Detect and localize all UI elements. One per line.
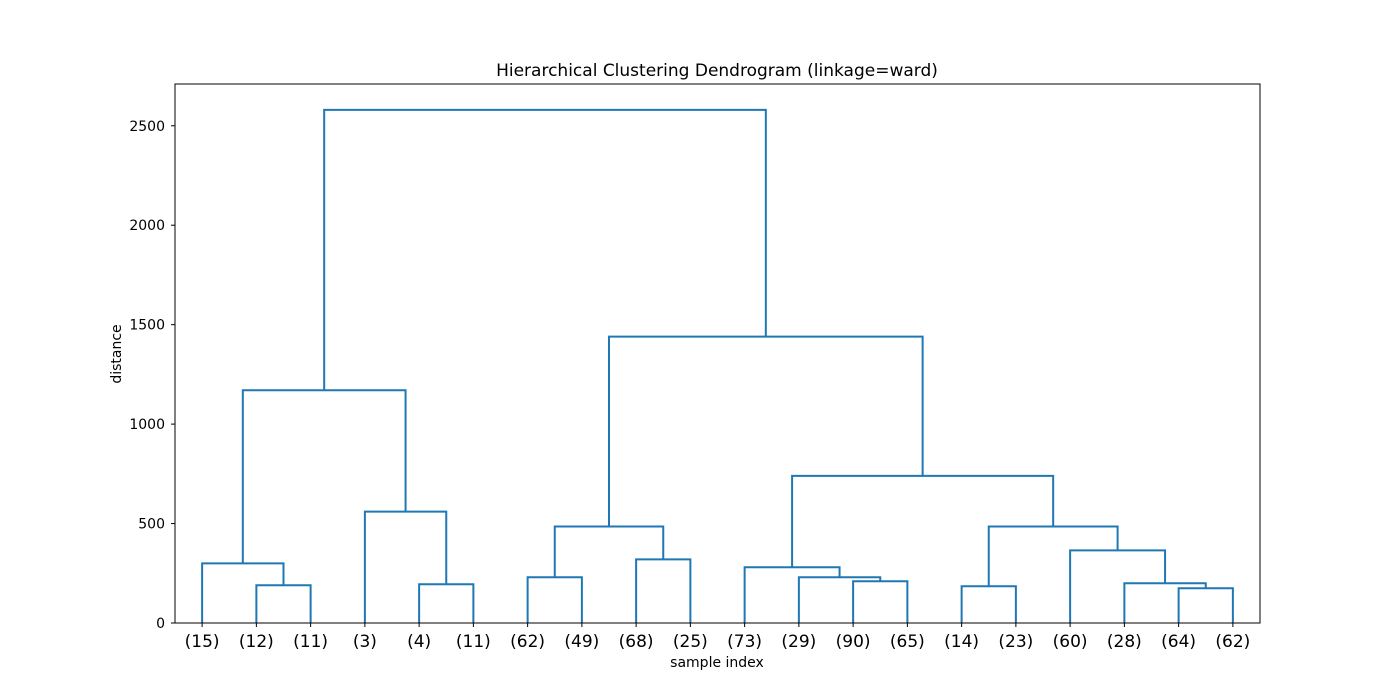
y-axis-title: distance xyxy=(109,324,125,383)
leaf-label: (90) xyxy=(836,632,871,652)
leaf-label: (73) xyxy=(727,632,762,652)
dendrogram-link xyxy=(1177,587,1234,623)
y-tick-label: 500 xyxy=(138,517,165,533)
x-axis-title: sample index xyxy=(670,655,764,671)
dendrogram-link xyxy=(852,580,909,623)
x-axis-leaf-labels: (15) (12) (11) (3) (4) (11) (62) (49) (68) (25) (7… xyxy=(185,623,1250,652)
leaf-label: (3) xyxy=(353,632,377,652)
plot-frame xyxy=(174,83,1261,624)
leaf-label: (64) xyxy=(1161,632,1196,652)
leaf-label: (62) xyxy=(1215,632,1250,652)
leaf-label: (29) xyxy=(781,632,816,652)
leaf-label: (60) xyxy=(1053,632,1088,652)
leaf-label: (25) xyxy=(673,632,708,652)
leaf-label: (62) xyxy=(510,632,545,652)
dendrogram-link xyxy=(241,389,407,564)
dendrogram-link xyxy=(791,474,1055,568)
dendrogram-link xyxy=(363,510,448,623)
leaf-label: (15) xyxy=(185,632,220,652)
leaf-label: (14) xyxy=(944,632,979,652)
y-tick-label: 1500 xyxy=(129,318,165,334)
dendrogram-link xyxy=(201,562,285,623)
dendrogram-link xyxy=(418,583,475,623)
y-tick-label: 2500 xyxy=(129,119,165,135)
y-tick-label: 0 xyxy=(156,616,165,632)
dendrogram-link xyxy=(526,576,583,623)
dendrogram-link xyxy=(1069,549,1167,623)
y-tick-label: 1000 xyxy=(129,417,165,433)
leaf-label: (28) xyxy=(1107,632,1142,652)
y-tick-label: 2000 xyxy=(129,218,165,234)
dendrogram-links xyxy=(201,108,1234,623)
leaf-label: (23) xyxy=(998,632,1033,652)
dendrogram-link xyxy=(960,585,1017,623)
leaf-label: (11) xyxy=(293,632,328,652)
dendrogram-link xyxy=(608,335,924,527)
leaf-label: (65) xyxy=(890,632,925,652)
dendrogram-link xyxy=(987,525,1119,587)
leaf-label: (12) xyxy=(239,632,274,652)
leaf-label: (68) xyxy=(619,632,654,652)
dendrogram-link xyxy=(635,558,692,623)
leaf-label: (49) xyxy=(564,632,599,652)
dendrogram-link xyxy=(323,108,767,391)
dendrogram-link xyxy=(797,576,882,623)
dendrogram-link xyxy=(743,566,841,623)
y-axis-ticks: 0 500 1000 1500 2000 2500 xyxy=(129,119,175,632)
chart-title: Hierarchical Clustering Dendrogram (link… xyxy=(496,61,938,81)
leaf-label: (11) xyxy=(456,632,491,652)
dendrogram-link xyxy=(255,584,312,623)
leaf-label: (4) xyxy=(407,632,431,652)
dendrogram-link xyxy=(553,525,665,578)
